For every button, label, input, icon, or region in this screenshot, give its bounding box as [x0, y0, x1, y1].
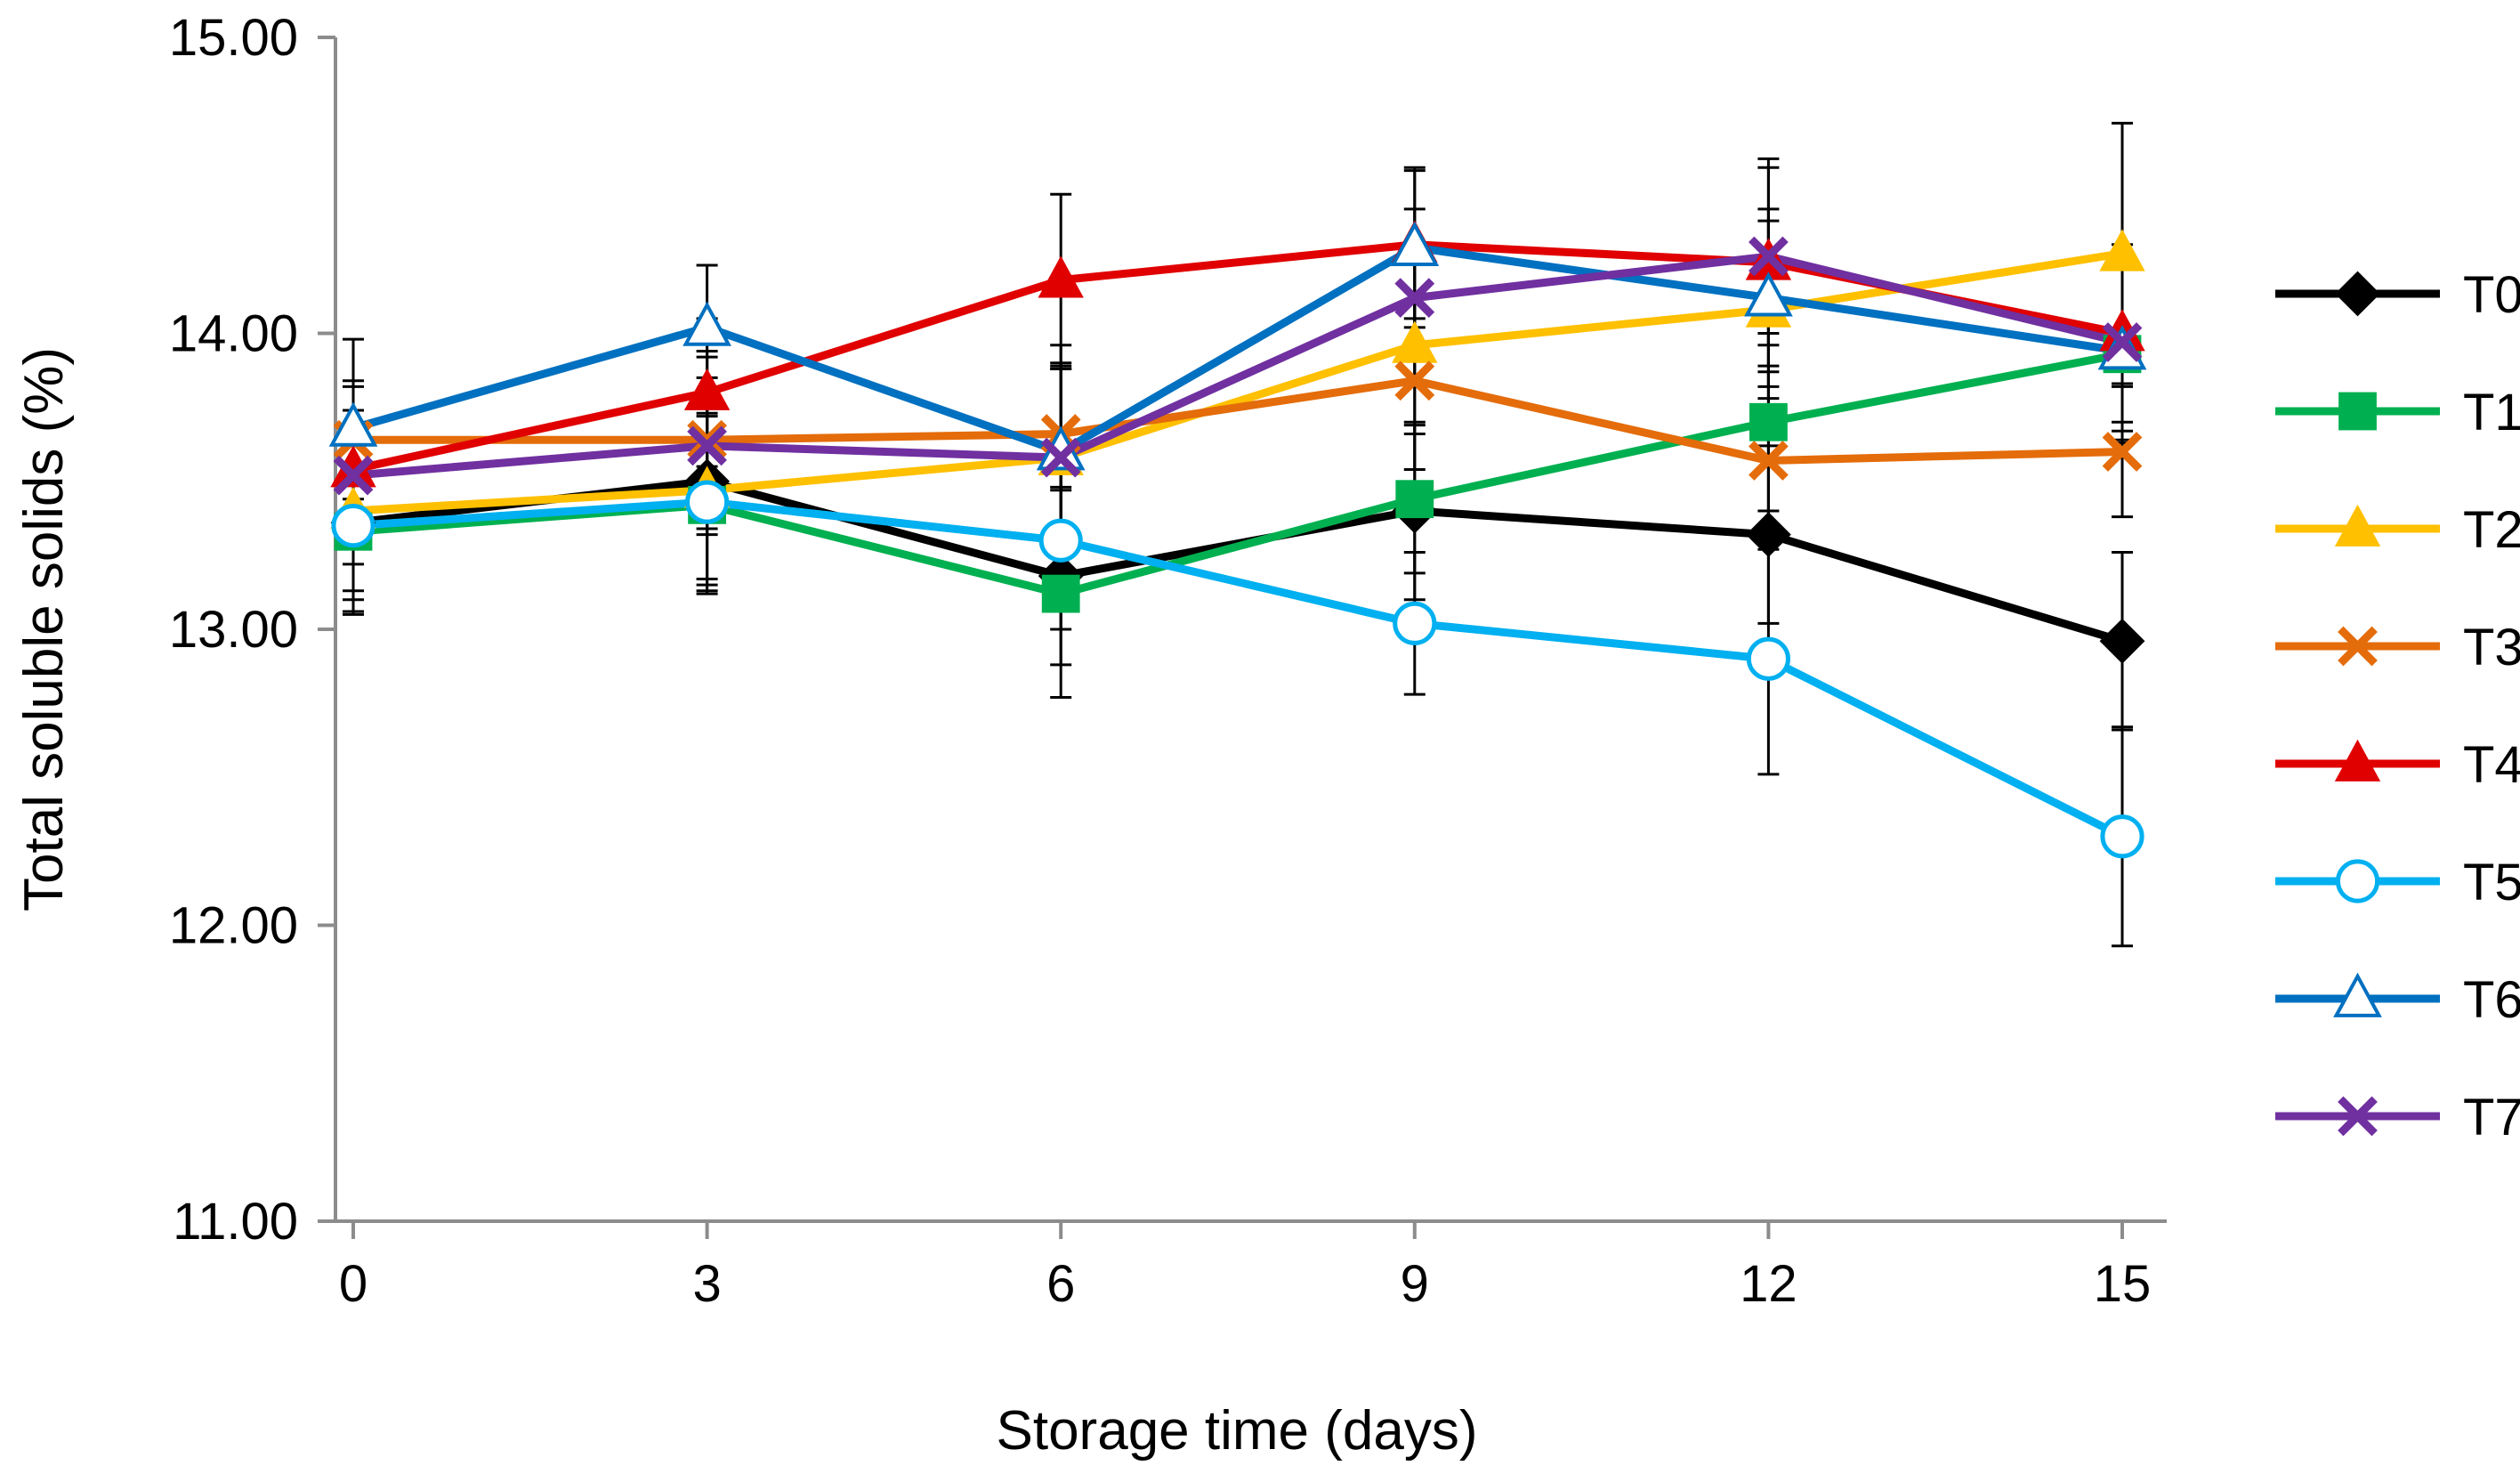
point-T6-4 [1744, 271, 1793, 317]
point-T3-3 [1394, 360, 1435, 401]
legend-item-T2: T2 [2275, 501, 2520, 559]
point-T1-2 [1041, 574, 1080, 613]
marker-stroke [2338, 1096, 2378, 1137]
marker-stroke [1394, 278, 1435, 318]
point-T7-5 [2102, 322, 2143, 362]
series-lines [351, 240, 2125, 840]
y-tick-label: 12.00 [169, 897, 298, 955]
x-axis-title: Storage time (days) [997, 1400, 1478, 1462]
point-T2-5 [2099, 229, 2145, 271]
point-T4-1 [683, 368, 731, 410]
series-line-T6 [351, 243, 2123, 456]
x-tick-label: 12 [1740, 1255, 1797, 1313]
marker-stroke [2102, 432, 2143, 472]
legend-marker-T4 [2334, 739, 2381, 781]
legend-item-T7: T7 [2275, 1089, 2520, 1146]
legend-marker-T6 [2333, 972, 2382, 1017]
point-T5-0 [331, 504, 376, 548]
x-tick-label: 9 [1401, 1255, 1429, 1313]
y-tick-label: 14.00 [169, 305, 298, 363]
y-ticks: 11.00 12.00 13.00 14.00 15.00 [169, 9, 335, 1251]
point-T3-4 [1749, 441, 1789, 481]
x-tick-label: 15 [2094, 1255, 2152, 1313]
legend-item-T4: T4 [2275, 736, 2520, 794]
marker-stroke [1749, 236, 1789, 277]
series-line-T5 [352, 498, 2125, 840]
marker-stroke [1394, 360, 1435, 401]
point-T5-4 [1746, 636, 1790, 681]
point-T5-1 [685, 480, 730, 524]
marker-stroke [1749, 441, 1789, 481]
point-T4-2 [1038, 255, 1084, 298]
legend-item-T5: T5 [2275, 854, 2520, 911]
y-tick-label: 15.00 [169, 9, 298, 67]
x-tick-label: 6 [1046, 1255, 1075, 1313]
point-T7-1 [687, 425, 727, 466]
point-T0-4 [1745, 512, 1791, 558]
legend-marker-T7 [2338, 1096, 2378, 1137]
legend-label: T1 [2463, 384, 2520, 441]
legend-label: T5 [2463, 854, 2520, 911]
point-T6-0 [328, 401, 378, 447]
legend: T0 T1 T2 T3 T4 T5 T6 T7 [2275, 266, 2520, 1146]
point-T3-1 [687, 419, 727, 460]
x-tick-label: 3 [692, 1255, 721, 1313]
marker-stroke [2102, 322, 2143, 362]
error-bars [343, 121, 2133, 948]
legend-label: T0 [2463, 266, 2520, 324]
legend-marker-T1 [2338, 392, 2377, 431]
legend-marker-T3 [2338, 626, 2378, 667]
point-T6-1 [682, 301, 731, 346]
marker-stroke [687, 419, 727, 460]
series-line-T2 [352, 249, 2123, 515]
x-ticks: 0 3 6 9 12 15 [339, 1221, 2151, 1313]
point-T7-3 [1394, 278, 1435, 318]
legend-item-T3: T3 [2275, 619, 2520, 676]
point-T7-2 [1040, 437, 1081, 478]
point-T0-5 [2099, 618, 2145, 664]
point-T1-4 [1749, 402, 1788, 441]
marker-stroke [1040, 437, 1081, 478]
point-T1-3 [1395, 480, 1434, 519]
point-T5-5 [2100, 814, 2144, 859]
legend-item-T1: T1 [2275, 384, 2520, 441]
point-T7-0 [333, 455, 374, 496]
point-T7-4 [1749, 236, 1789, 277]
point-T5-2 [1038, 518, 1083, 563]
marker-stroke [2338, 626, 2378, 667]
point-T3-5 [2102, 432, 2143, 472]
legend-label: T2 [2463, 501, 2520, 559]
legend-marker-T0 [2335, 271, 2380, 317]
series-line-T3 [353, 377, 2123, 465]
legend-marker-T2 [2334, 504, 2381, 547]
y-tick-label: 13.00 [169, 601, 298, 659]
legend-item-T6: T6 [2275, 971, 2520, 1029]
series-markers [328, 220, 2147, 859]
legend-item-T0: T0 [2275, 266, 2520, 324]
legend-label: T6 [2463, 971, 2520, 1029]
series-line-T7 [352, 252, 2124, 480]
point-T5-3 [1393, 601, 1437, 645]
point-T6-3 [1390, 221, 1440, 266]
point-T2-3 [1392, 320, 1438, 363]
y-tick-label: 11.00 [173, 1193, 298, 1251]
y-axis-title: Total soluble solids (%) [13, 347, 75, 911]
legend-label: T7 [2463, 1089, 2520, 1146]
legend-marker-T5 [2335, 859, 2380, 903]
legend-label: T3 [2463, 619, 2520, 676]
x-tick-label: 0 [339, 1255, 368, 1313]
marker-stroke [333, 455, 374, 496]
marker-stroke [687, 425, 727, 466]
legend-label: T4 [2463, 736, 2520, 794]
